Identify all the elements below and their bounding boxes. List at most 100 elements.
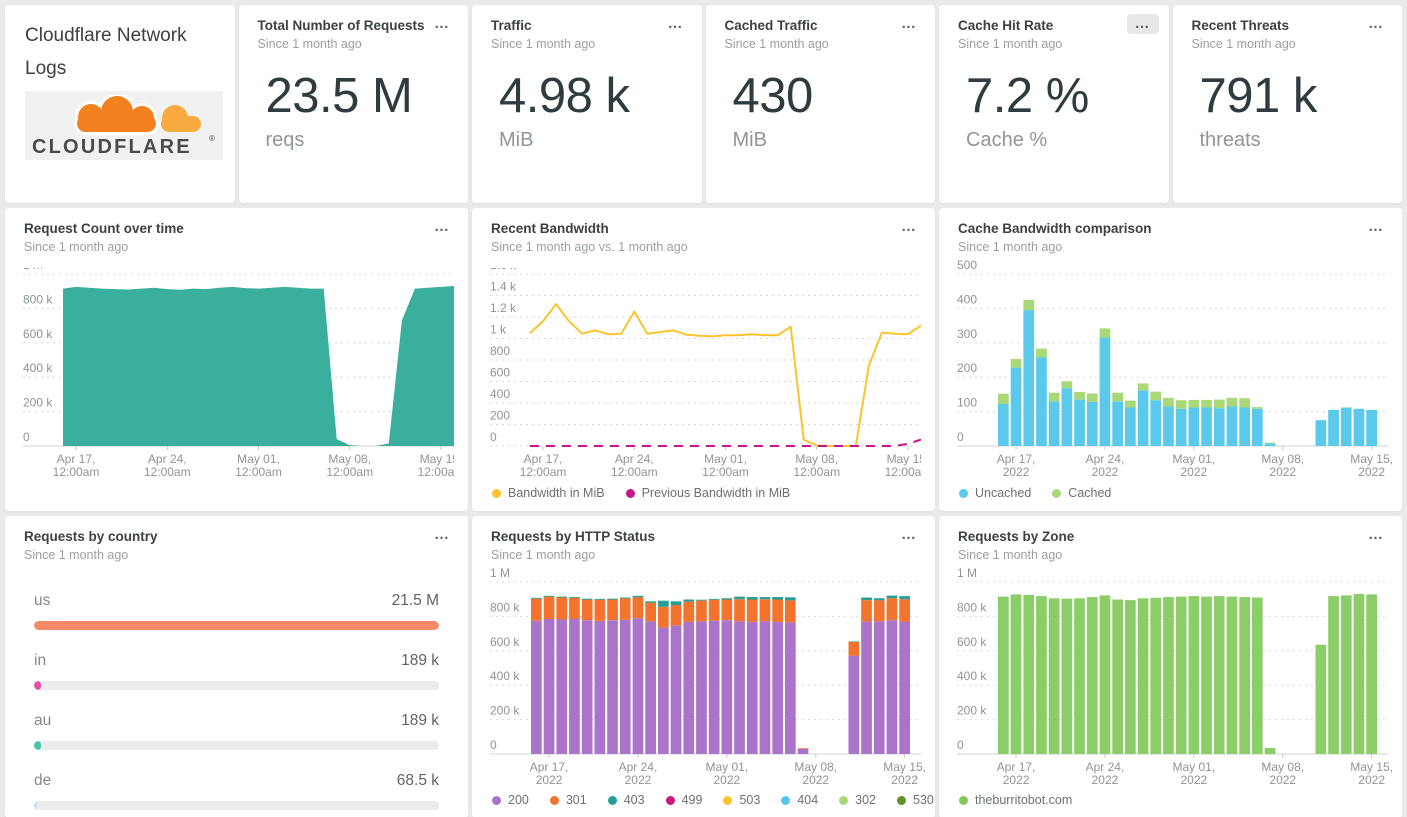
legend-item[interactable]: Cached [1052, 486, 1111, 500]
legend-item[interactable]: Bandwidth in MiB [492, 486, 605, 500]
panel-menu-button[interactable]: … [426, 525, 458, 545]
svg-text:0: 0 [957, 430, 964, 444]
svg-text:800 k: 800 k [957, 600, 987, 614]
legend-dot-icon [549, 795, 559, 805]
panel-menu-button[interactable]: … [893, 14, 925, 34]
svg-text:12:00am: 12:00am [235, 465, 282, 479]
cloudflare-logo-image: CLOUDFLARE ® [32, 94, 215, 157]
legend-item[interactable]: Uncached [959, 486, 1031, 500]
panel-menu-button[interactable]: … [660, 14, 692, 34]
panel-menu-button[interactable]: … [1126, 14, 1159, 34]
country-value: 21.5 M [391, 592, 439, 609]
svg-text:2022: 2022 [1003, 773, 1030, 787]
panel-menu-button[interactable]: … [426, 217, 458, 237]
legend-item[interactable]: 200 [492, 793, 529, 807]
svg-text:2022: 2022 [1092, 773, 1119, 787]
panel-title: Cached Traffic [724, 18, 818, 33]
dashboard-title: Cloudflare Network Logs [25, 25, 187, 80]
legend-item[interactable]: 403 [607, 793, 645, 807]
stat-unit: MiB [499, 129, 534, 151]
legend-item[interactable]: 499 [665, 793, 703, 807]
country-row: de 68.5 k [34, 772, 439, 810]
stat-value: 23.5 M [265, 69, 413, 123]
svg-text:0: 0 [23, 430, 30, 444]
svg-text:2022: 2022 [1180, 773, 1207, 787]
legend-item[interactable]: Previous Bandwidth in MiB [625, 486, 791, 500]
legend-item[interactable]: 404 [781, 793, 818, 807]
svg-text:May 08,: May 08, [1261, 452, 1304, 466]
svg-text:12:00am: 12:00am [520, 465, 567, 479]
panel-title: Cache Hit Rate [958, 18, 1054, 33]
svg-text:200 k: 200 k [23, 396, 53, 410]
legend-item[interactable]: 302 [839, 793, 876, 807]
chart-legend: theburritobot.com [959, 793, 1072, 807]
cloudflare-logo: CLOUDFLARE ® [25, 91, 223, 160]
panel-title: Recent Bandwidth [491, 221, 609, 236]
svg-text:Apr 17,: Apr 17, [530, 760, 569, 774]
svg-text:1 M: 1 M [490, 566, 510, 580]
panel-requests-by-country: Requests by country Since 1 month ago … … [5, 516, 468, 817]
svg-text:Apr 24,: Apr 24, [1086, 452, 1125, 466]
svg-text:May 08,: May 08, [794, 760, 837, 774]
svg-text:May 08,: May 08, [795, 452, 838, 466]
svg-text:200: 200 [490, 409, 510, 423]
panel-cache-hit-rate: Cache Hit Rate Since 1 month ago … 7.2 %… [939, 5, 1169, 203]
middle-row: Request Count over time Since 1 month ag… [5, 208, 1402, 511]
country-bar-list: us 21.5 M in 189 k au 189 k de 68.5 k [34, 592, 439, 817]
panel-menu-button[interactable]: … [1360, 217, 1392, 237]
panel-subtitle: Since 1 month ago [491, 548, 596, 562]
svg-text:Apr 17,: Apr 17, [57, 452, 96, 466]
panel-menu-button[interactable]: … [893, 525, 925, 545]
panel-title: Total Number of Requests [257, 18, 425, 33]
country-bar-track [34, 621, 439, 630]
legend-label: 499 [681, 793, 703, 807]
legend-item[interactable]: 503 [723, 793, 760, 807]
legend-label: 530 [913, 793, 934, 807]
legend-label: theburritobot.com [975, 793, 1073, 807]
cache-bandwidth-chart[interactable]: 0 100 200 300 400 500 Apr 17, 2022 Apr 24, 2022 Ma… [957, 258, 1393, 480]
legend-item[interactable]: 301 [549, 793, 587, 807]
svg-text:400: 400 [490, 387, 510, 401]
bottom-row: Requests by country Since 1 month ago … … [5, 516, 1402, 817]
svg-text:May 15,: May 15, [1350, 760, 1393, 774]
svg-text:May 08,: May 08, [328, 452, 371, 466]
svg-text:2022: 2022 [625, 773, 652, 787]
country-row-head: au 189 k [34, 712, 439, 730]
svg-text:600 k: 600 k [23, 327, 53, 341]
legend-item[interactable]: theburritobot.com [959, 793, 1072, 807]
panel-title: Cache Bandwidth comparison [958, 221, 1152, 236]
stat-body: 23.5 M reqs [239, 68, 469, 152]
svg-text:1 M: 1 M [23, 268, 43, 272]
svg-text:0: 0 [957, 738, 964, 752]
svg-text:200 k: 200 k [957, 704, 987, 718]
panel-menu-button[interactable]: … [426, 14, 458, 34]
stat-body: 791 k threats [1173, 68, 1403, 152]
panel-subtitle: Since 1 month ago [724, 37, 829, 51]
svg-text:12:00am: 12:00am [885, 465, 921, 479]
stat-unit: MiB [732, 129, 767, 151]
panel-menu-button[interactable]: … [1360, 14, 1392, 34]
panel-subtitle: Since 1 month ago [257, 37, 362, 51]
svg-text:2022: 2022 [802, 773, 829, 787]
legend-item[interactable]: 530 [897, 793, 934, 807]
panel-subtitle: Since 1 month ago vs. 1 month ago [491, 240, 688, 254]
stat-unit: reqs [265, 129, 305, 151]
country-row-head: in 189 k [34, 652, 439, 670]
legend-label: Previous Bandwidth in MiB [641, 486, 791, 500]
country-bar-track [34, 681, 439, 690]
svg-text:400 k: 400 k [957, 669, 987, 683]
svg-text:May 15,: May 15, [883, 760, 926, 774]
panel-menu-button[interactable]: … [1360, 525, 1392, 545]
country-label: de [34, 772, 52, 789]
svg-text:1.2 k: 1.2 k [490, 301, 517, 315]
svg-text:600 k: 600 k [490, 635, 520, 649]
svg-text:Apr 17,: Apr 17, [997, 452, 1036, 466]
panel-menu-button[interactable]: … [893, 217, 925, 237]
